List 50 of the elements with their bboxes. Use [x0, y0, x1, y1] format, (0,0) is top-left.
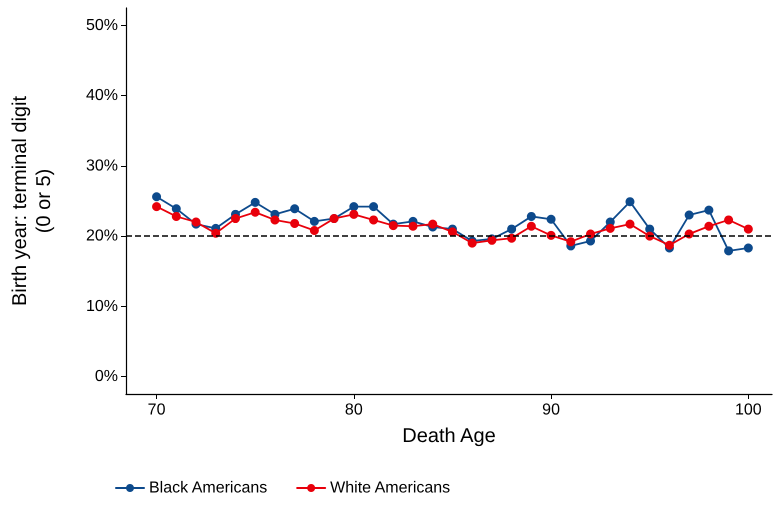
- point: [250, 198, 260, 207]
- point: [172, 212, 181, 221]
- point: [546, 214, 556, 224]
- y-tick-label: 40%: [86, 87, 118, 104]
- point: [349, 202, 358, 212]
- point: [664, 240, 674, 250]
- point: [290, 218, 300, 228]
- x-tick-label: 70: [148, 402, 166, 418]
- x-tick-label: 100: [734, 402, 762, 418]
- x-tick-label: 90: [542, 402, 560, 418]
- point: [625, 220, 634, 229]
- point: [744, 244, 753, 253]
- y-tick-label: 30%: [86, 157, 118, 174]
- y-tick-label: 0%: [94, 368, 118, 385]
- point: [270, 215, 280, 224]
- point: [290, 204, 300, 214]
- legend-label: Black Americans: [149, 480, 268, 496]
- point: [704, 206, 714, 215]
- point: [408, 222, 418, 231]
- point: [448, 227, 457, 236]
- point: [230, 214, 240, 224]
- point: [349, 210, 358, 219]
- point: [310, 216, 319, 226]
- point: [625, 197, 634, 206]
- point: [152, 202, 162, 212]
- point: [310, 226, 319, 235]
- x-axis-title: Death Age: [402, 425, 496, 447]
- y-axis-title: Birth year: terminal digit (0 or 5): [9, 96, 55, 306]
- y-tick-label: 20%: [86, 228, 118, 245]
- point: [704, 222, 714, 231]
- point: [172, 204, 181, 214]
- point: [684, 210, 694, 220]
- point: [507, 224, 516, 234]
- point: [526, 222, 536, 231]
- y-tick-label: 50%: [86, 17, 118, 34]
- point: [369, 202, 378, 212]
- point: [526, 212, 536, 221]
- y-tick-label: 10%: [86, 298, 118, 315]
- point: [606, 224, 615, 233]
- point: [744, 224, 753, 234]
- x-tick-label: 80: [344, 402, 363, 418]
- point: [250, 208, 260, 217]
- point: [468, 238, 477, 248]
- point: [566, 237, 576, 246]
- point: [369, 215, 378, 224]
- point: [428, 220, 438, 229]
- legend-label: White Americans: [330, 480, 450, 496]
- point: [152, 192, 162, 202]
- point: [724, 246, 734, 256]
- point: [724, 215, 734, 224]
